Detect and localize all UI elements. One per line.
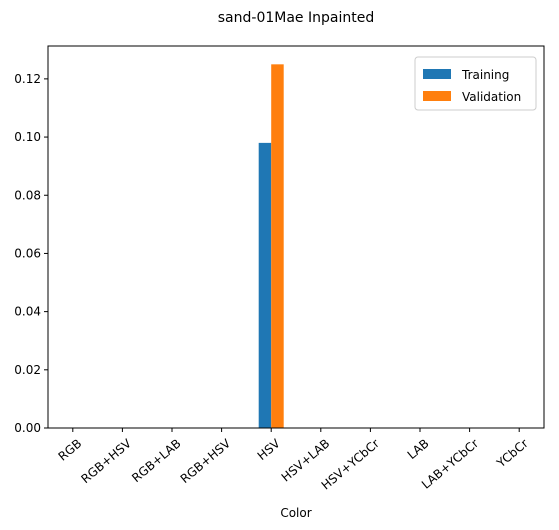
y-axis: 0.00 0.02 0.04 0.06 0.08 0.10 0.12: [14, 72, 48, 435]
legend-swatch-validation: [423, 91, 451, 101]
x-tick-label: RGB+HSV: [178, 436, 234, 486]
legend: Training Validation: [414, 56, 537, 111]
legend-label-validation: Validation: [462, 90, 521, 104]
bar-training-4: [258, 142, 272, 428]
legend-swatch-training: [423, 69, 451, 79]
x-tick-label: RGB+LAB: [129, 436, 183, 485]
x-tick-label: LAB: [405, 436, 432, 462]
x-tick-label: RGB+HSV: [78, 436, 134, 486]
x-axis-label: Color: [280, 506, 311, 520]
y-tick-label: 0.12: [14, 72, 41, 86]
chart-title: sand-01Mae Inpainted: [218, 10, 374, 26]
x-tick-label: YCbCr: [493, 436, 530, 471]
y-tick-label: 0.02: [14, 363, 41, 377]
legend-label-training: Training: [461, 68, 509, 82]
y-tick-label: 0.08: [14, 188, 41, 202]
bar-validation-4: [271, 64, 284, 429]
y-tick-label: 0.00: [14, 421, 41, 435]
plot-frame: [47, 45, 545, 429]
x-tick-label: HSV: [255, 436, 284, 463]
y-tick-label: 0.06: [14, 246, 41, 260]
y-tick-label: 0.04: [14, 305, 41, 319]
bars-group: [258, 64, 284, 429]
y-tick-label: 0.10: [14, 130, 41, 144]
x-tick-label: RGB: [56, 436, 85, 463]
